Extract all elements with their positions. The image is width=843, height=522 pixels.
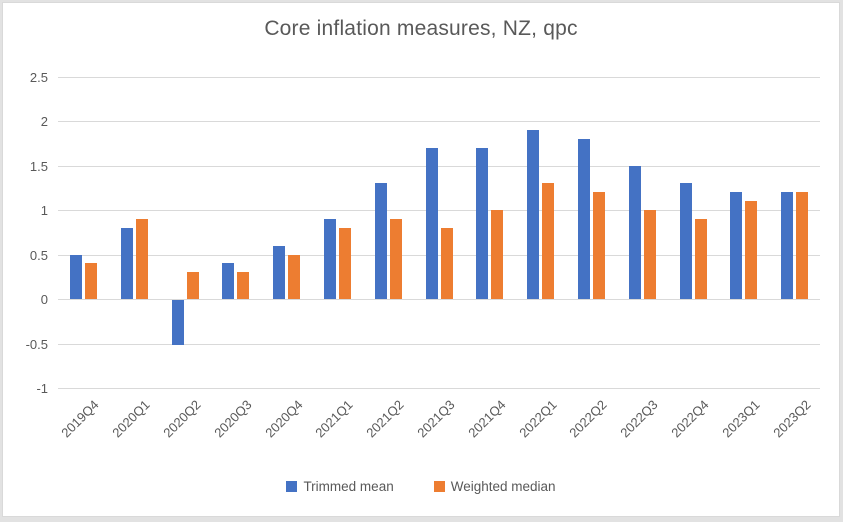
legend: Trimmed mean Weighted median: [3, 479, 839, 494]
y-axis-tick-label: 0: [40, 292, 48, 307]
legend-item-weighted-median[interactable]: Weighted median: [433, 479, 556, 494]
gridline: [58, 254, 820, 256]
bar-trimmed-mean-2020Q2[interactable]: [171, 300, 184, 345]
bar-weighted-median-2021Q2[interactable]: [389, 218, 402, 299]
bar-weighted-median-2021Q1[interactable]: [338, 227, 351, 299]
y-axis-tick-label: 0.5: [29, 247, 48, 263]
gridline: [58, 165, 820, 167]
bar-weighted-median-2022Q1[interactable]: [542, 183, 555, 299]
y-axis-tick-label: 2: [40, 114, 48, 129]
bar-trimmed-mean-2021Q2[interactable]: [374, 183, 387, 299]
gridline: [58, 210, 820, 211]
bar-weighted-median-2020Q4[interactable]: [288, 254, 301, 299]
y-axis-tick-label: 1: [40, 203, 48, 218]
bar-trimmed-mean-2021Q3[interactable]: [425, 147, 438, 299]
bar-weighted-median-2020Q3[interactable]: [237, 272, 250, 299]
bar-trimmed-mean-2023Q1[interactable]: [730, 192, 743, 299]
gridline: [58, 299, 820, 300]
bar-trimmed-mean-2019Q4[interactable]: [69, 254, 82, 299]
bar-trimmed-mean-2022Q1[interactable]: [527, 129, 540, 299]
y-axis-tick-label: 1.5: [29, 158, 48, 174]
legend-label: Trimmed mean: [303, 479, 394, 494]
gridline: [58, 76, 820, 78]
chart-title: Core inflation measures, NZ, qpc: [264, 17, 578, 40]
y-axis-tick-label: 2.5: [29, 69, 48, 85]
legend-label: Weighted median: [450, 479, 556, 494]
bar-weighted-median-2021Q4[interactable]: [491, 210, 504, 299]
gridline: [58, 343, 820, 345]
bar-trimmed-mean-2020Q3[interactable]: [222, 263, 235, 299]
bar-weighted-median-2020Q2[interactable]: [186, 272, 199, 299]
bar-weighted-median-2022Q4[interactable]: [694, 218, 707, 299]
bar-weighted-median-2021Q3[interactable]: [440, 227, 453, 299]
bar-trimmed-mean-2022Q2[interactable]: [577, 138, 590, 299]
y-axis-tick-label: -0.5: [25, 336, 48, 352]
legend-item-trimmed-mean[interactable]: Trimmed mean: [286, 479, 394, 494]
bar-weighted-median-2020Q1[interactable]: [135, 218, 148, 299]
bar-trimmed-mean-2022Q4[interactable]: [679, 183, 692, 299]
gridline: [58, 388, 820, 389]
bar-trimmed-mean-2022Q3[interactable]: [628, 165, 641, 299]
bar-weighted-median-2022Q3[interactable]: [643, 210, 656, 299]
gridline: [58, 121, 820, 122]
y-axis-tick-label: -1: [36, 381, 48, 396]
bar-trimmed-mean-2023Q2[interactable]: [781, 192, 794, 299]
legend-swatch-weighted-median: [433, 481, 445, 492]
bar-trimmed-mean-2020Q1[interactable]: [120, 227, 133, 299]
bar-weighted-median-2023Q1[interactable]: [745, 201, 758, 299]
bar-weighted-median-2019Q4[interactable]: [84, 263, 97, 299]
bar-weighted-median-2022Q2[interactable]: [592, 192, 605, 299]
bar-weighted-median-2023Q2[interactable]: [796, 192, 809, 299]
bar-trimmed-mean-2021Q4[interactable]: [476, 147, 489, 299]
bar-trimmed-mean-2020Q4[interactable]: [273, 245, 286, 299]
bar-trimmed-mean-2021Q1[interactable]: [323, 218, 336, 299]
legend-swatch-trimmed-mean: [286, 481, 298, 492]
